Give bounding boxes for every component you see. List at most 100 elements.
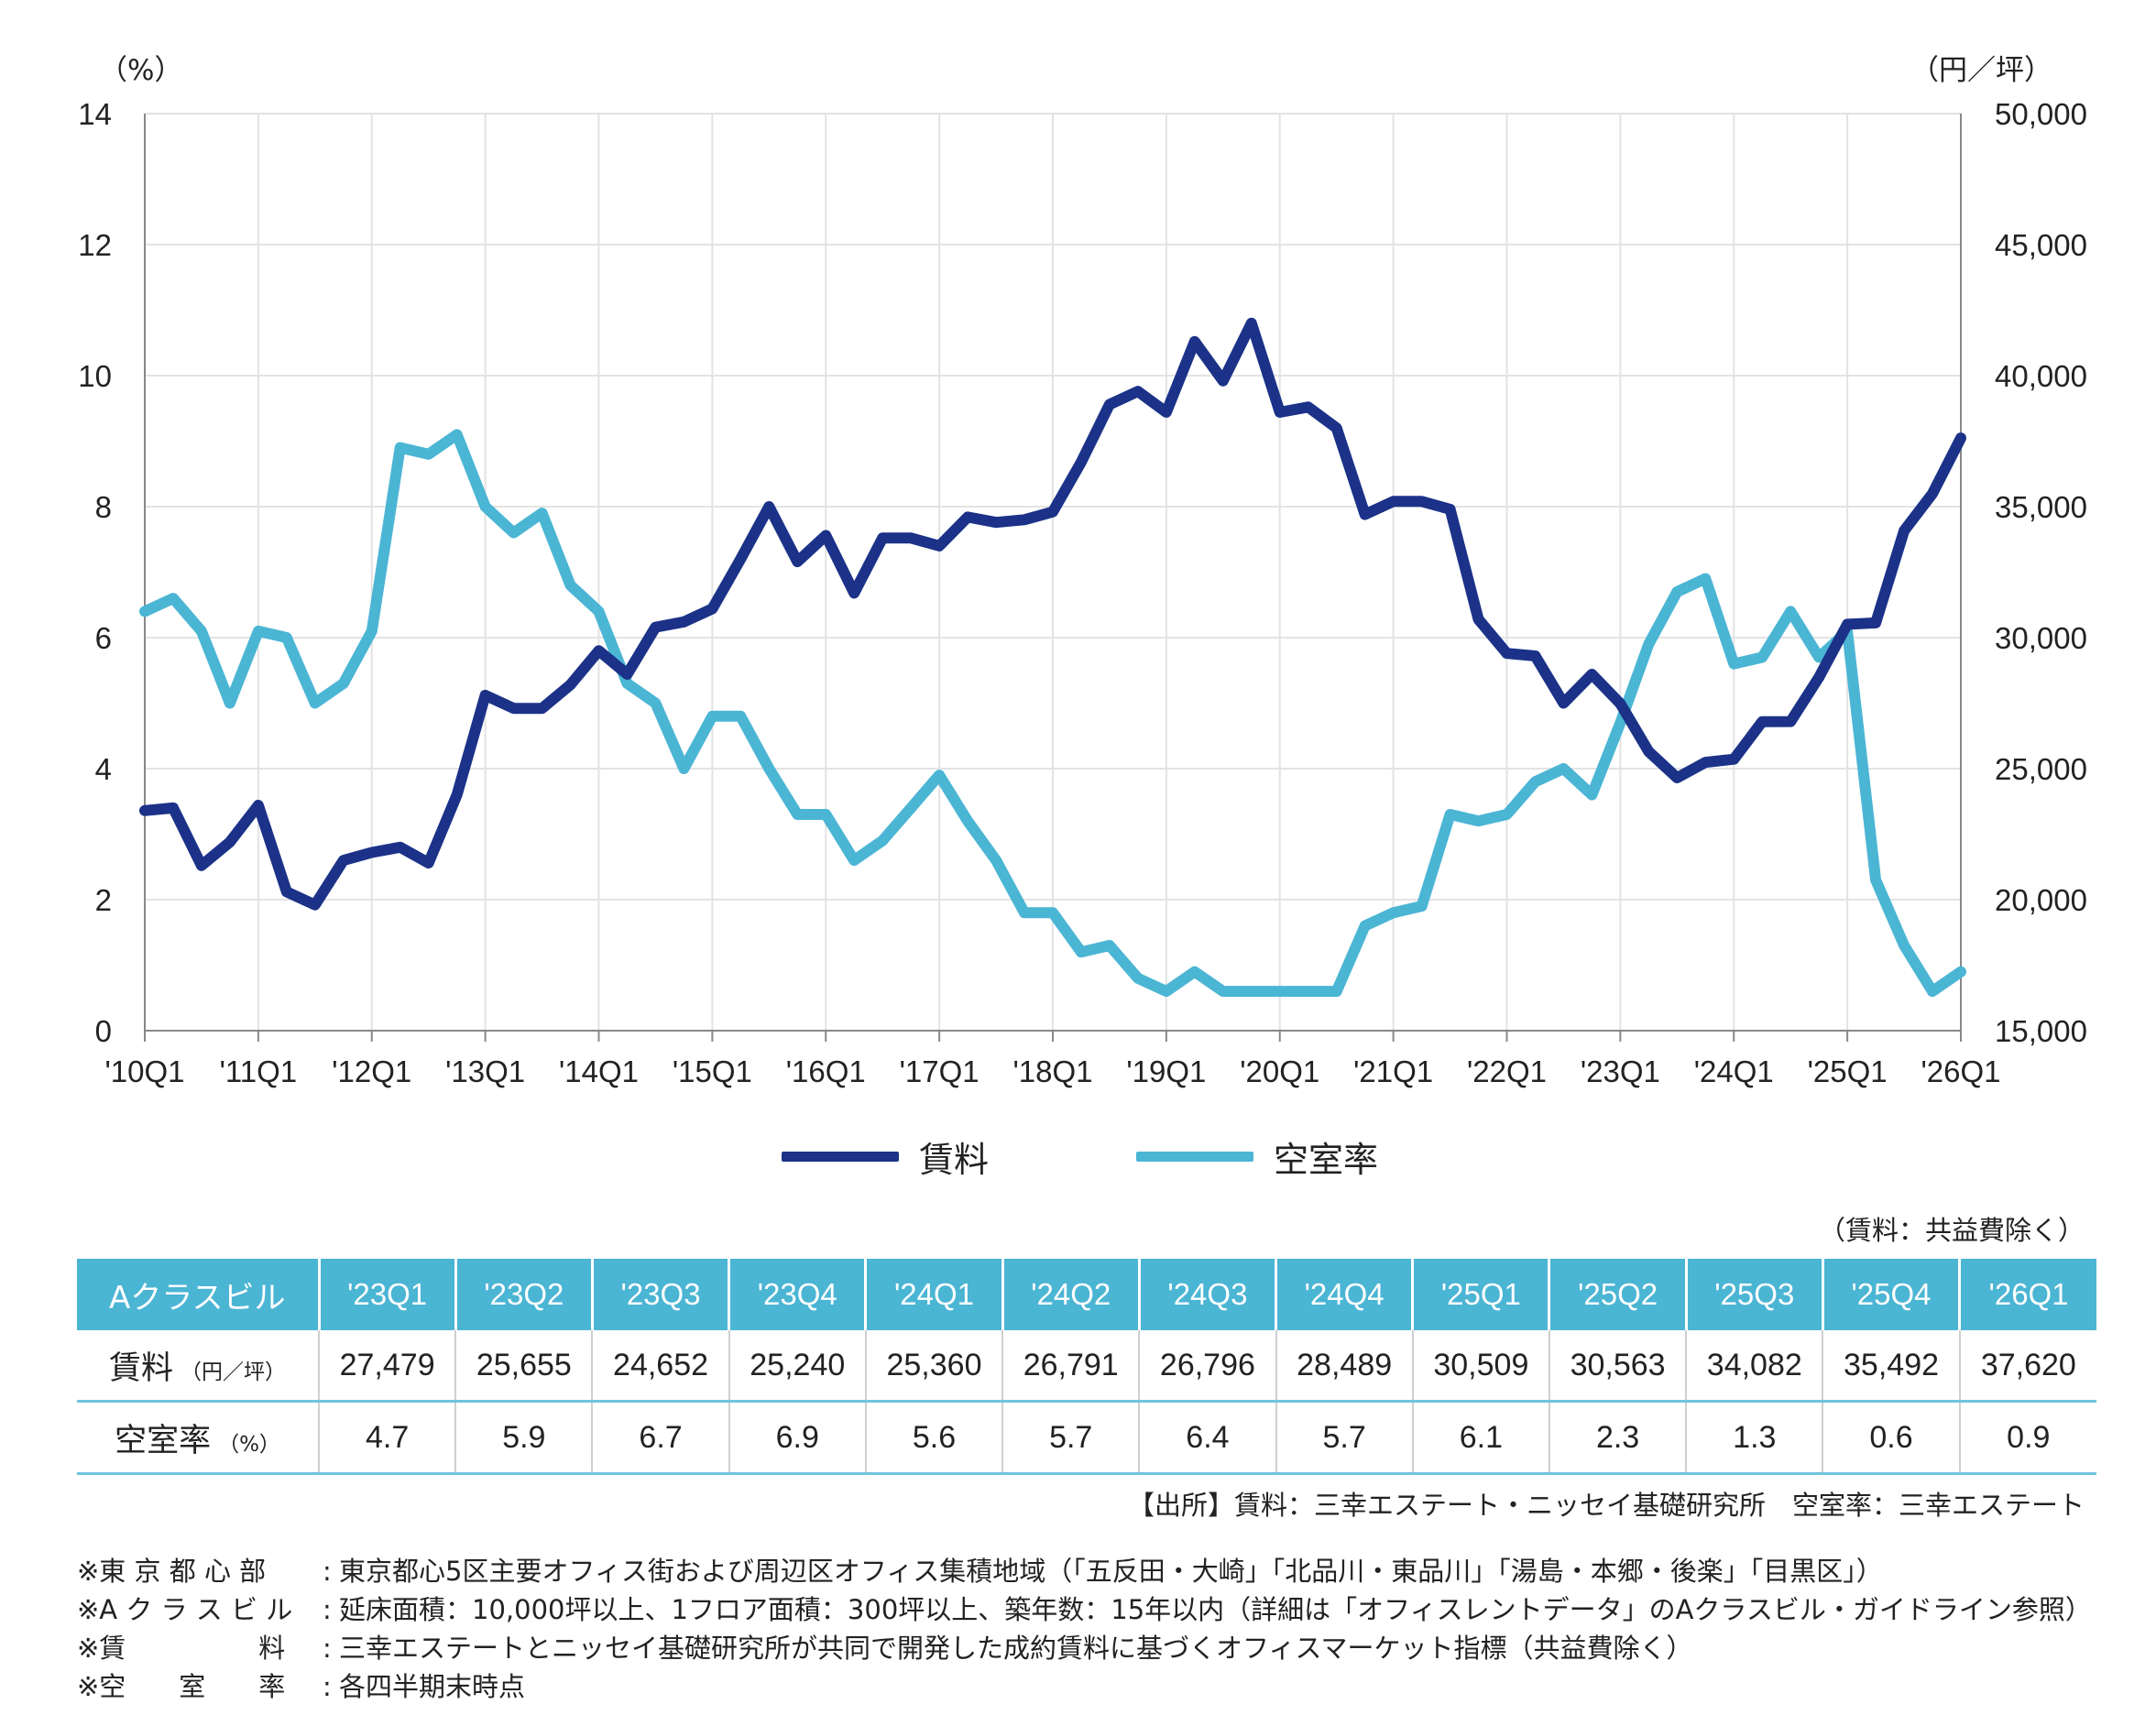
legend: 賃料 空室率 — [0, 1131, 2156, 1186]
table-header-quarter: '26Q1 — [1959, 1259, 2096, 1330]
rent-cell: 28,489 — [1275, 1330, 1414, 1403]
x-tick-label: '17Q1 — [900, 1054, 980, 1088]
table-header-quarter: '25Q4 — [1822, 1259, 1962, 1330]
rent-cell: 27,479 — [319, 1330, 457, 1403]
x-tick-label: '26Q1 — [1921, 1054, 2000, 1088]
vacancy-cell: 0.9 — [1959, 1401, 2096, 1475]
x-tick-label: '12Q1 — [332, 1054, 411, 1088]
x-tick-label: '13Q1 — [445, 1054, 525, 1088]
line-chart: 0 15,000 2 20,000 4 25,000 6 30,000 8 35,000 10 40,… — [78, 54, 2087, 1088]
table-row-vacancy: 空室率 （%） 4.7 5.9 6.7 6.9 5.6 5.7 6.4 5.7 6.1 2.3 1.3… — [77, 1401, 2096, 1475]
y-left-tick-label: 10 — [78, 359, 112, 393]
y-right-tick-label: 40,000 — [1995, 359, 2087, 393]
rent-cell: 34,082 — [1686, 1330, 1824, 1403]
legend-swatch-vacancy — [1136, 1152, 1253, 1162]
table-header-row: Aクラスビル '23Q1'23Q2'23Q3'23Q4'24Q1'24Q2'24… — [77, 1259, 2096, 1330]
series-line-rent — [139, 317, 1966, 911]
vacancy-cell: 6.1 — [1412, 1401, 1550, 1475]
rent-cell: 37,620 — [1959, 1330, 2096, 1403]
y-left-tick-label: 0 — [95, 1014, 112, 1048]
y-right-tick-label: 35,000 — [1995, 490, 2087, 524]
x-tick-label: '16Q1 — [786, 1054, 866, 1088]
table-row-rent: 賃料 （円／坪） 27,479 25,655 24,652 25,240 25,360 26… — [77, 1330, 2096, 1403]
vacancy-cell: 2.3 — [1549, 1401, 1688, 1475]
footnote: ※A ク ラ ス ビ ル: 延床面積：10,000坪以上、1フロア面積：300坪以… — [77, 1594, 2092, 1625]
legend-label-vacancy: 空室率 — [1274, 1140, 1379, 1180]
x-tick-label: '14Q1 — [559, 1054, 639, 1088]
legend-item-vacancy: 空室率 — [1136, 1131, 1378, 1182]
footnote: ※東 京 都 心 部: 東京都心5区主要オフィス街および周辺区オフィス集積地域（「… — [77, 1556, 1883, 1587]
x-tick-label: '25Q1 — [1808, 1054, 1888, 1088]
table-header-quarter: '25Q2 — [1549, 1259, 1688, 1330]
y-left-tick-label: 4 — [95, 752, 112, 786]
footnotes: ※東 京 都 心 部: 東京都心5区主要オフィス街および周辺区オフィス集積地域（「… — [77, 1552, 2092, 1706]
legend-swatch-rent — [782, 1152, 899, 1162]
table-header-quarter: '25Q3 — [1686, 1259, 1824, 1330]
axes: 0 15,000 2 20,000 4 25,000 6 30,000 8 35,000 10 40,… — [78, 97, 2087, 1088]
source-note: 【出所】賃料：三幸エステート・ニッセイ基礎研究所 空室率：三幸エステート — [1127, 1490, 2085, 1521]
x-tick-label: '20Q1 — [1240, 1054, 1319, 1088]
vacancy-cell: 5.6 — [865, 1401, 1004, 1475]
legend-item-rent: 賃料 — [782, 1131, 989, 1182]
series-lines — [139, 317, 1966, 998]
x-tick-label: '22Q1 — [1467, 1054, 1547, 1088]
rent-cell: 35,492 — [1822, 1330, 1961, 1403]
y-left-tick-label: 14 — [78, 97, 112, 131]
data-table: Aクラスビル '23Q1'23Q2'23Q3'23Q4'24Q1'24Q2'24… — [77, 1259, 2096, 1475]
y-right-tick-label: 20,000 — [1995, 883, 2087, 917]
x-tick-label: '19Q1 — [1126, 1054, 1206, 1088]
y-right-tick-label: 45,000 — [1995, 228, 2087, 262]
legend-label-rent: 賃料 — [919, 1140, 990, 1180]
y-right-tick-label: 30,000 — [1995, 621, 2087, 655]
table-header-quarter: '24Q1 — [865, 1259, 1004, 1330]
x-tick-label: '15Q1 — [673, 1054, 752, 1088]
vacancy-cell: 0.6 — [1822, 1401, 1961, 1475]
vacancy-cell: 6.9 — [728, 1401, 867, 1475]
rent-cell: 26,796 — [1139, 1330, 1277, 1403]
y-left-tick-label: 2 — [95, 883, 112, 917]
x-tick-label: '24Q1 — [1694, 1054, 1774, 1088]
vacancy-cell: 5.7 — [1002, 1401, 1141, 1475]
row-label-vacancy: 空室率 （%） — [77, 1401, 320, 1475]
x-tick-label: '18Q1 — [1012, 1054, 1092, 1088]
rent-cell: 26,791 — [1002, 1330, 1141, 1403]
gridlines — [145, 113, 1962, 1031]
table-note: （賃料：共益費除く） — [1818, 1215, 2085, 1246]
right-axis-unit: （円／坪） — [1910, 54, 2052, 87]
table-header-quarter: '24Q3 — [1139, 1259, 1278, 1330]
vacancy-cell: 4.7 — [319, 1401, 457, 1475]
y-left-tick-label: 8 — [95, 490, 112, 524]
y-left-tick-label: 6 — [95, 621, 112, 655]
footnote: ※賃 料: 三幸エステートとニッセイ基礎研究所が共同で開発した成約賃料に基づくオフ… — [77, 1633, 1693, 1664]
y-right-tick-label: 50,000 — [1995, 97, 2087, 131]
vacancy-cell: 5.9 — [455, 1401, 594, 1475]
series-line-vacancy — [139, 429, 1966, 998]
y-left-tick-label: 12 — [78, 228, 112, 262]
vacancy-cell: 5.7 — [1275, 1401, 1414, 1475]
rent-cell: 30,563 — [1549, 1330, 1688, 1403]
y-right-tick-label: 15,000 — [1995, 1014, 2087, 1048]
footnote: ※空 室 率: 各四半期末時点 — [77, 1671, 526, 1702]
table-header-quarter: '24Q2 — [1002, 1259, 1141, 1330]
vacancy-cell: 6.4 — [1139, 1401, 1277, 1475]
rent-cell: 30,509 — [1412, 1330, 1550, 1403]
left-axis-unit: （%） — [99, 54, 182, 87]
vacancy-cell: 1.3 — [1686, 1401, 1824, 1475]
table-corner-label: Aクラスビル — [77, 1259, 321, 1330]
vacancy-cell: 6.7 — [592, 1401, 730, 1475]
table-header-quarter: '23Q4 — [728, 1259, 868, 1330]
rent-cell: 25,360 — [865, 1330, 1004, 1403]
x-tick-label: '11Q1 — [220, 1054, 298, 1088]
table-header-quarter: '23Q3 — [592, 1259, 731, 1330]
x-tick-label: '23Q1 — [1581, 1054, 1660, 1088]
x-tick-label: '21Q1 — [1353, 1054, 1433, 1088]
table-header-quarter: '24Q4 — [1275, 1259, 1415, 1330]
rent-cell: 25,240 — [728, 1330, 867, 1403]
row-label-rent: 賃料 （円／坪） — [77, 1330, 320, 1403]
table-header-quarter: '23Q1 — [319, 1259, 457, 1330]
table-header-quarter: '25Q1 — [1412, 1259, 1551, 1330]
rent-cell: 25,655 — [455, 1330, 594, 1403]
rent-cell: 24,652 — [592, 1330, 730, 1403]
x-tick-label: '10Q1 — [104, 1054, 184, 1088]
table-header-quarter: '23Q2 — [455, 1259, 594, 1330]
